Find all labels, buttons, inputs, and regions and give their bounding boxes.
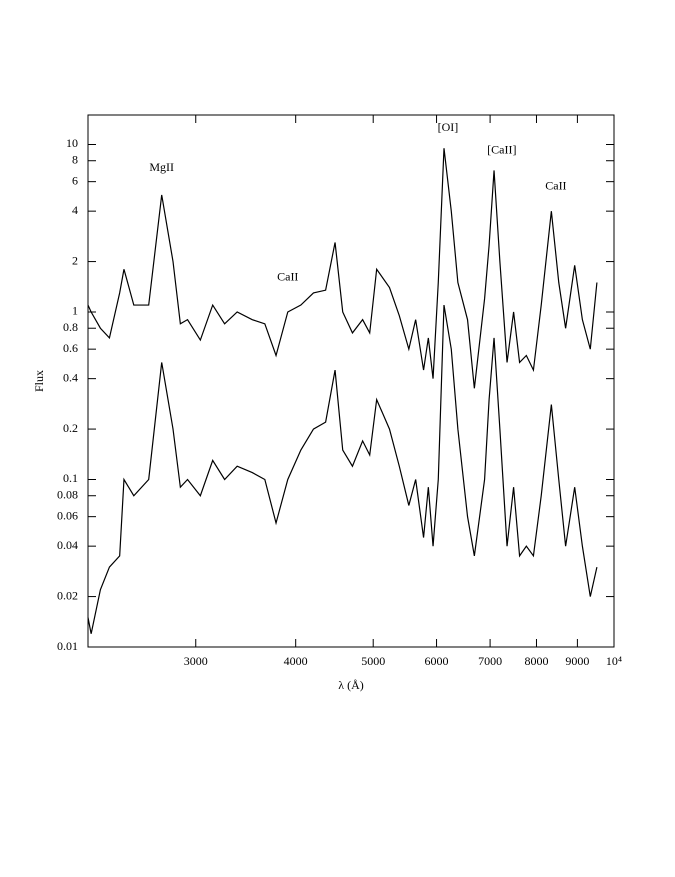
x-tick-label: 8000 (524, 654, 548, 668)
x-tick-label: 3000 (184, 654, 208, 668)
x-tick-label: 5000 (361, 654, 385, 668)
y-tick-label: 0.01 (57, 639, 78, 653)
annotation: CaII (545, 178, 566, 192)
y-tick-label: 2 (72, 253, 78, 267)
x-tick-label: 9000 (565, 654, 589, 668)
annotation: CaII (277, 270, 298, 284)
spectrum-line (87, 148, 598, 389)
x-tick-label: 6000 (425, 654, 449, 668)
plot-frame (87, 114, 615, 648)
y-tick-label: 0.4 (63, 370, 78, 384)
y-tick-label: 6 (72, 173, 78, 187)
y-tick-label: 4 (72, 203, 78, 217)
annotation: [OI] (438, 120, 459, 134)
x-axis-label: λ (Å) (338, 678, 363, 692)
y-tick-label: 0.06 (57, 508, 78, 522)
y-tick-label: 0.04 (57, 538, 78, 552)
annotation: MgII (149, 160, 174, 174)
y-axis-label: Flux (32, 370, 46, 392)
y-tick-label: 0.1 (63, 471, 78, 485)
y-tick-label: 1 (72, 304, 78, 318)
x-tick-label: 10⁴ (606, 654, 622, 668)
spectrum-line (87, 304, 598, 634)
annotation: [CaII] (487, 142, 516, 156)
y-tick-label: 0.8 (63, 320, 78, 334)
x-tick-label: 7000 (478, 654, 502, 668)
y-tick-label: 0.08 (57, 487, 78, 501)
y-tick-label: 0.02 (57, 588, 78, 602)
y-tick-label: 8 (72, 152, 78, 166)
y-tick-label: 0.2 (63, 421, 78, 435)
x-tick-label: 4000 (284, 654, 308, 668)
y-tick-label: 0.6 (63, 341, 78, 355)
y-tick-label: 10 (66, 136, 78, 150)
